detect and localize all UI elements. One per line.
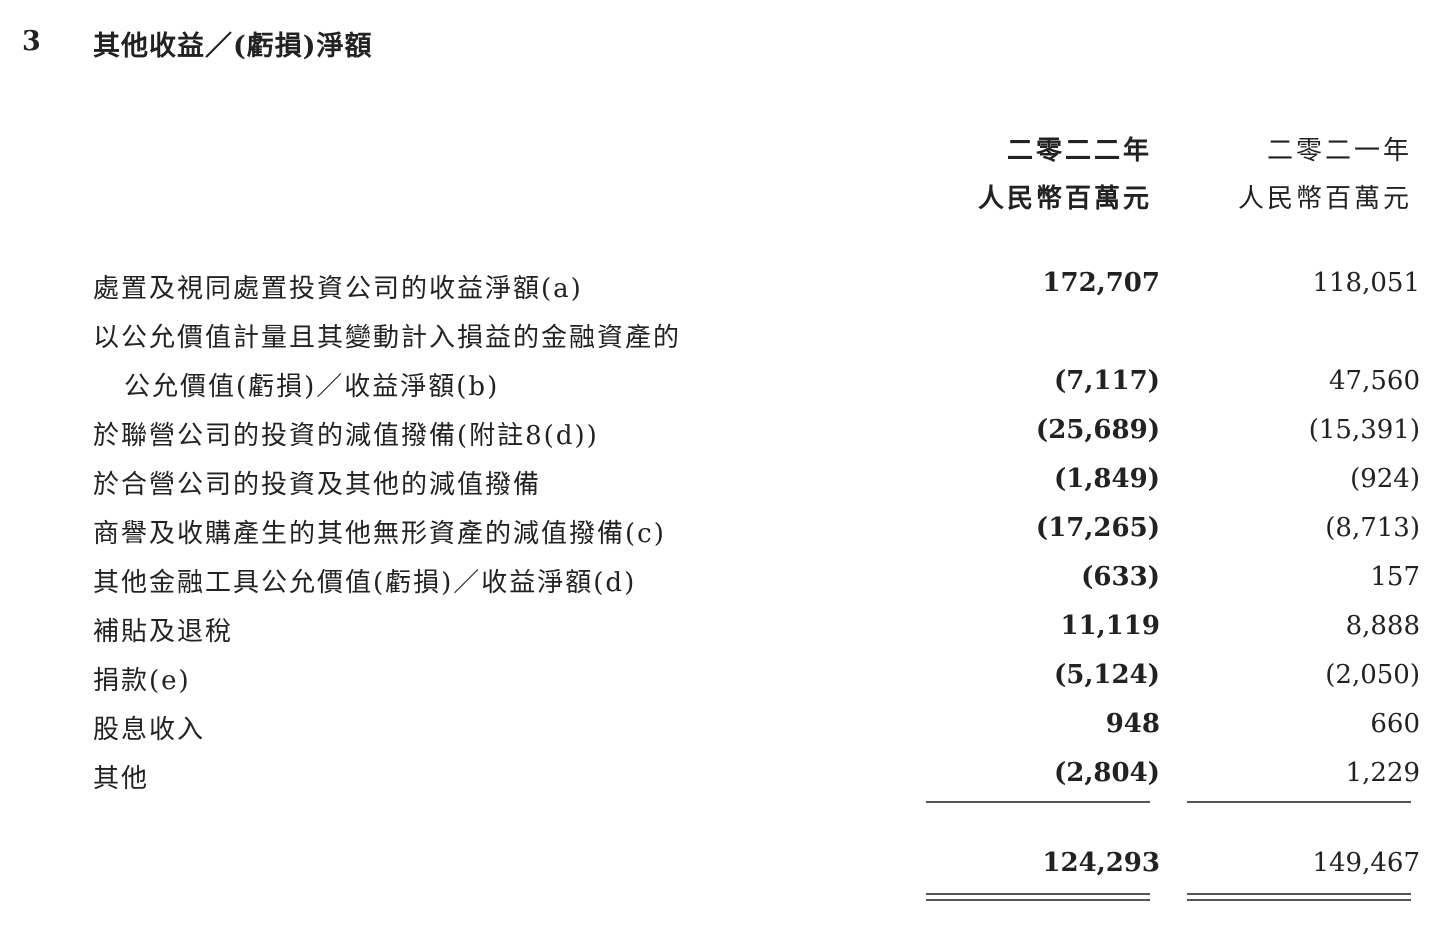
- value-2022: (2,804): [1053, 758, 1160, 788]
- section-title: 其他收益／(虧損)淨額: [93, 31, 373, 62]
- value-2022: (25,689): [1035, 415, 1160, 445]
- value-2021: (2,050): [1325, 660, 1420, 690]
- table-row: 商譽及收購產生的其他無形資產的減值撥備(c) (17,265) (8,713): [0, 513, 1440, 562]
- value-2022: 172,707: [1042, 268, 1160, 298]
- column-header-2021-year: 二零二一年: [1266, 136, 1412, 166]
- row-label: 其他金融工具公允價值(虧損)／收益淨額(d): [93, 568, 637, 598]
- total-row: 124,293 149,467: [0, 848, 1440, 897]
- column-header-2022-unit: 人民幣百萬元: [977, 184, 1152, 214]
- row-label: 商譽及收購產生的其他無形資產的減值撥備(c): [93, 519, 666, 549]
- total-double-rule-2022-top: [926, 893, 1150, 895]
- table-row: 於合營公司的投資及其他的減值撥備 (1,849) (924): [0, 464, 1440, 513]
- value-2021: 660: [1370, 709, 1420, 739]
- column-header-2021-unit: 人民幣百萬元: [1237, 184, 1412, 214]
- value-2022: 948: [1105, 709, 1160, 739]
- value-2021: 118,051: [1312, 268, 1420, 298]
- row-label: 其他: [93, 764, 150, 794]
- value-2022: 11,119: [1060, 611, 1160, 641]
- row-label: 於合營公司的投資及其他的減值撥備: [93, 470, 542, 500]
- row-label: 捐款(e): [93, 666, 191, 696]
- value-2021: (8,713): [1325, 513, 1420, 543]
- table-row: 股息收入 948 660: [0, 709, 1440, 758]
- table-row: 公允價值(虧損)／收益淨額(b) (7,117) 47,560: [0, 366, 1440, 415]
- table-row: 其他金融工具公允價值(虧損)／收益淨額(d) (633) 157: [0, 562, 1440, 611]
- row-label: 公允價值(虧損)／收益淨額(b): [124, 372, 500, 402]
- value-2021: (924): [1350, 464, 1420, 494]
- value-2022: (633): [1081, 562, 1160, 592]
- value-2021: (15,391): [1308, 415, 1420, 445]
- total-2021: 149,467: [1312, 848, 1420, 878]
- section-number: 3: [22, 26, 41, 57]
- table-row: 於聯營公司的投資的減值撥備(附註8(d)) (25,689) (15,391): [0, 415, 1440, 464]
- total-double-rule-2021-bottom: [1187, 899, 1411, 901]
- value-2022: (7,117): [1053, 366, 1160, 396]
- table-row: 捐款(e) (5,124) (2,050): [0, 660, 1440, 709]
- row-label: 於聯營公司的投資的減值撥備(附註8(d)): [93, 421, 599, 451]
- row-label: 處置及視同處置投資公司的收益淨額(a): [93, 274, 583, 304]
- table-row: 處置及視同處置投資公司的收益淨額(a) 172,707 118,051: [0, 268, 1440, 317]
- row-label: 補貼及退稅: [93, 617, 234, 647]
- total-double-rule-2022-bottom: [926, 899, 1150, 901]
- table-row: 其他 (2,804) 1,229: [0, 758, 1440, 807]
- value-2021: 1,229: [1345, 758, 1420, 788]
- value-2021: 157: [1370, 562, 1420, 592]
- subtotal-rule-2021: [1187, 801, 1411, 803]
- column-header-2022-year: 二零二二年: [1006, 136, 1152, 166]
- row-label: 以公允價值計量且其變動計入損益的金融資產的: [93, 323, 682, 353]
- value-2022: (17,265): [1035, 513, 1160, 543]
- value-2022: (5,124): [1053, 660, 1160, 690]
- total-double-rule-2021-top: [1187, 893, 1411, 895]
- total-2022: 124,293: [1042, 848, 1160, 878]
- value-2021: 8,888: [1345, 611, 1420, 641]
- value-2022: (1,849): [1053, 464, 1160, 494]
- subtotal-rule-2022: [926, 801, 1150, 803]
- table-row: 以公允價值計量且其變動計入損益的金融資產的: [0, 317, 1440, 366]
- value-2021: 47,560: [1329, 366, 1420, 396]
- row-label: 股息收入: [93, 715, 206, 745]
- table-row: 補貼及退稅 11,119 8,888: [0, 611, 1440, 660]
